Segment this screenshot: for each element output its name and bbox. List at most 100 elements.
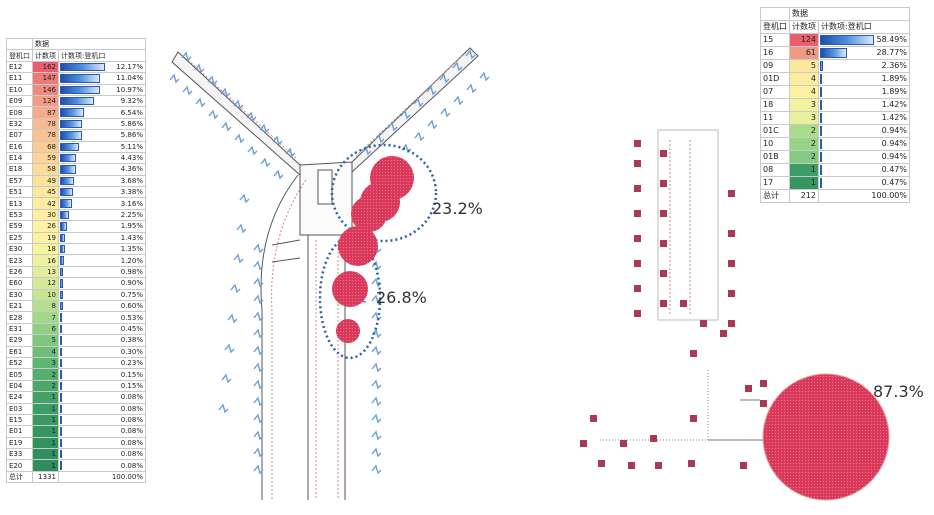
table-row: E14 59 4.43% [6, 151, 146, 165]
aircraft-marker [247, 145, 258, 156]
table-row: 07 4 1.89% [760, 85, 910, 99]
aircraft-marker [371, 430, 382, 441]
gate-marker [634, 260, 641, 267]
row-percent-bar: 0.90% [58, 277, 146, 290]
row-percent-bar: 0.94% [818, 124, 910, 138]
row-count: 4 [789, 72, 819, 86]
cluster-upper-percent: 23.2% [432, 199, 483, 218]
right-gate-table: 数据 登机口 计数项 计数项:登机口 15 124 58.49% 16 61 28.7… [760, 7, 910, 203]
gate-marker [688, 460, 695, 467]
aircraft-marker [371, 447, 382, 458]
aircraft-marker [253, 328, 264, 339]
row-percent-bar: 5.11% [58, 140, 146, 153]
aircraft-marker [259, 123, 270, 134]
row-count: 3 [789, 98, 819, 112]
bubble-e09 [338, 226, 378, 266]
row-percent-bar: 0.08% [58, 448, 146, 461]
aircraft-marker [273, 169, 284, 180]
row-percent: 0.45% [120, 324, 143, 333]
row-percent-bar: 1.20% [58, 254, 146, 267]
gate-marker [720, 330, 727, 337]
row-percent-bar: 0.08% [58, 391, 146, 404]
table-row: E09 124 9.32% [6, 94, 146, 108]
gate-marker [634, 310, 641, 317]
row-percent: 0.60% [120, 302, 143, 311]
right-gate-markers [580, 140, 767, 469]
row-percent: 1.35% [120, 245, 143, 254]
bubble-e08 [332, 271, 368, 307]
row-percent: 0.08% [120, 438, 143, 447]
row-percent-bar: 0.75% [58, 288, 146, 302]
row-percent-bar: 58.49% [818, 33, 910, 47]
gate-marker [634, 210, 641, 217]
table-row: E25 19 1.43% [6, 231, 146, 245]
row-percent-bar: 3.38% [58, 186, 146, 199]
row-percent-bar: 0.15% [58, 368, 146, 381]
aircraft-marker [260, 157, 271, 168]
gate-marker [655, 462, 662, 469]
table-col-gate: 登机口 [760, 20, 790, 34]
row-percent: 0.75% [120, 290, 143, 299]
row-percent-bar: 4.43% [58, 151, 146, 165]
left-terminal-outline [171, 47, 479, 500]
row-percent: 0.47% [881, 165, 907, 174]
aircraft-marker [371, 396, 382, 407]
row-percent: 0.53% [120, 313, 143, 322]
row-percent-bar: 2.36% [818, 59, 910, 73]
row-count: 162 [32, 60, 59, 74]
row-percent: 0.15% [120, 381, 143, 390]
aircraft-marker [371, 260, 382, 271]
row-percent: 0.08% [120, 393, 143, 402]
row-percent-bar: 0.08% [58, 436, 146, 450]
aircraft-marker [427, 119, 438, 130]
row-percent-bar: 3.16% [58, 197, 146, 210]
row-percent: 1.95% [120, 222, 143, 231]
row-percent: 0.15% [120, 370, 143, 379]
table-total-row: 总计 1331 100.00% [6, 470, 146, 484]
aircraft-marker [387, 121, 398, 132]
aircraft-marker [413, 97, 424, 108]
gate-marker [660, 240, 667, 247]
aircraft-marker [253, 260, 264, 271]
row-percent: 0.98% [120, 268, 143, 276]
gate-marker [728, 230, 735, 237]
right-terminal-outline [600, 129, 770, 441]
aircraft-marker [195, 97, 206, 108]
gate-marker [690, 415, 697, 422]
aircraft-marker [479, 71, 490, 82]
aircraft-marker [253, 294, 264, 305]
row-percent-bar: 0.23% [58, 356, 146, 370]
aircraft-marker [253, 430, 264, 441]
row-percent-bar: 0.47% [818, 176, 910, 190]
aircraft-marker [371, 379, 382, 390]
row-percent: 1.20% [120, 256, 143, 265]
gate-marker [634, 285, 641, 292]
table-row: E32 78 5.86% [6, 117, 146, 131]
aircraft-marker [208, 109, 219, 120]
row-percent: 28.77% [876, 48, 907, 57]
cluster-lower-percent: 26.8% [376, 288, 427, 307]
row-percent-bar: 3.68% [58, 174, 146, 188]
table-row: 09 5 2.36% [760, 59, 910, 73]
aircraft-marker [371, 345, 382, 356]
table-col-pct: 计数项:登机口 [58, 49, 146, 62]
row-count: 1 [789, 163, 819, 177]
row-percent: 0.08% [120, 404, 143, 413]
row-percent: 1.43% [120, 233, 143, 242]
table-row: 11 3 1.42% [760, 111, 910, 125]
row-percent: 6.54% [120, 108, 143, 117]
aircraft-marker [227, 313, 238, 324]
row-percent-bar: 0.08% [58, 402, 146, 415]
row-percent: 9.32% [120, 97, 143, 106]
aircraft-marker [439, 73, 450, 84]
gate-marker [634, 160, 641, 167]
bubble-gate-15 [762, 373, 890, 501]
aircraft-marker [253, 447, 264, 458]
gate-marker [598, 460, 605, 467]
table-row: 08 1 0.47% [760, 163, 910, 177]
aircraft-marker [236, 223, 247, 234]
aircraft-marker [169, 73, 180, 84]
row-percent-bar: 0.53% [58, 311, 146, 324]
row-percent: 0.08% [120, 416, 143, 425]
row-percent: 2.36% [881, 61, 907, 70]
